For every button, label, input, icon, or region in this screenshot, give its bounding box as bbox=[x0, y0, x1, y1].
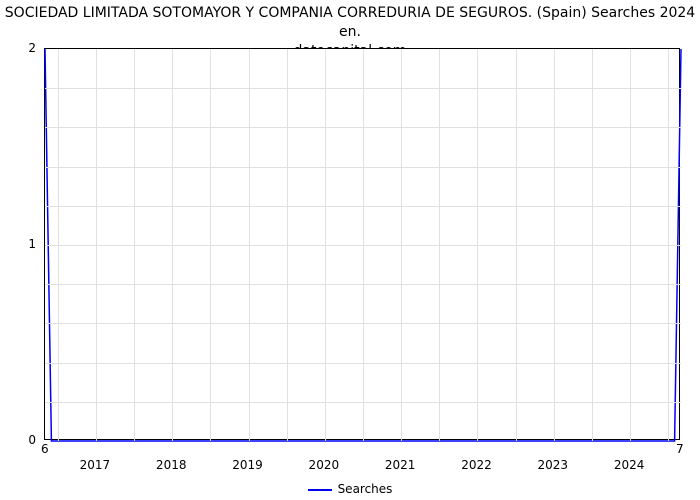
y-tick-label: 0 bbox=[0, 433, 36, 447]
chart-container: SOCIEDAD LIMITADA SOTOMAYOR Y COMPANIA C… bbox=[0, 0, 700, 500]
x-tick-label: 2019 bbox=[232, 458, 263, 472]
legend-label: Searches bbox=[338, 482, 393, 496]
grid-line-v bbox=[210, 49, 211, 441]
grid-line-v bbox=[325, 49, 326, 441]
grid-line-v bbox=[668, 49, 669, 441]
x-tick-label: 2020 bbox=[309, 458, 340, 472]
extra-label-bottom-left: 6 bbox=[41, 442, 49, 456]
y-tick-label: 2 bbox=[0, 41, 36, 55]
grid-line-v bbox=[58, 49, 59, 441]
grid-line-v bbox=[96, 49, 97, 441]
x-tick-label: 2021 bbox=[385, 458, 416, 472]
grid-line-v bbox=[134, 49, 135, 441]
x-tick-label: 2022 bbox=[461, 458, 492, 472]
chart-title-line1: SOCIEDAD LIMITADA SOTOMAYOR Y COMPANIA C… bbox=[5, 5, 695, 40]
grid-line-v bbox=[363, 49, 364, 441]
grid-line-v bbox=[249, 49, 250, 441]
grid-line-v bbox=[287, 49, 288, 441]
y-tick-label: 1 bbox=[0, 237, 36, 251]
plot-area bbox=[44, 48, 680, 440]
legend-swatch bbox=[308, 489, 332, 491]
x-tick-label: 2024 bbox=[614, 458, 645, 472]
grid-line-v bbox=[592, 49, 593, 441]
x-tick-label: 2017 bbox=[80, 458, 111, 472]
grid-line-v bbox=[630, 49, 631, 441]
grid-line-v bbox=[554, 49, 555, 441]
chart-legend: Searches bbox=[0, 482, 700, 496]
grid-line-v bbox=[401, 49, 402, 441]
x-tick-label: 2023 bbox=[538, 458, 569, 472]
grid-line-v bbox=[172, 49, 173, 441]
grid-line-v bbox=[516, 49, 517, 441]
grid-line-v bbox=[439, 49, 440, 441]
x-tick-label: 2018 bbox=[156, 458, 187, 472]
extra-label-bottom-right: 7 bbox=[676, 442, 684, 456]
grid-line-v bbox=[477, 49, 478, 441]
